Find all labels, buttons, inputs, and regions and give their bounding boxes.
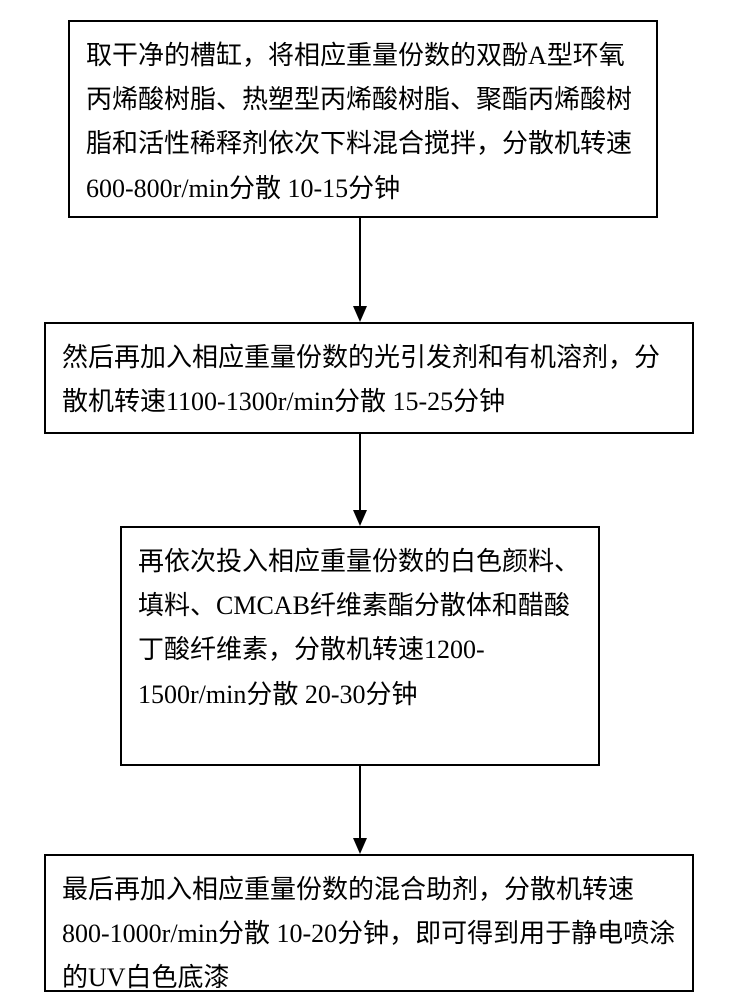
flow-step-4: 最后再加入相应重量份数的混合助剂，分散机转速800-1000r/min分散 10… xyxy=(44,854,694,992)
flow-step-3: 再依次投入相应重量份数的白色颜料、填料、CMCAB纤维素酯分散体和醋酸丁酸纤维素… xyxy=(120,526,600,766)
flow-step-1: 取干净的槽缸，将相应重量份数的双酚A型环氧丙烯酸树脂、热塑型丙烯酸树脂、聚酯丙烯… xyxy=(68,20,658,218)
arrow-step1-to-step2 xyxy=(351,218,369,322)
arrow-step2-to-step3 xyxy=(351,434,369,526)
flow-step-2: 然后再加入相应重量份数的光引发剂和有机溶剂，分散机转速1100-1300r/mi… xyxy=(44,322,694,434)
arrow-step3-to-step4 xyxy=(351,766,369,854)
